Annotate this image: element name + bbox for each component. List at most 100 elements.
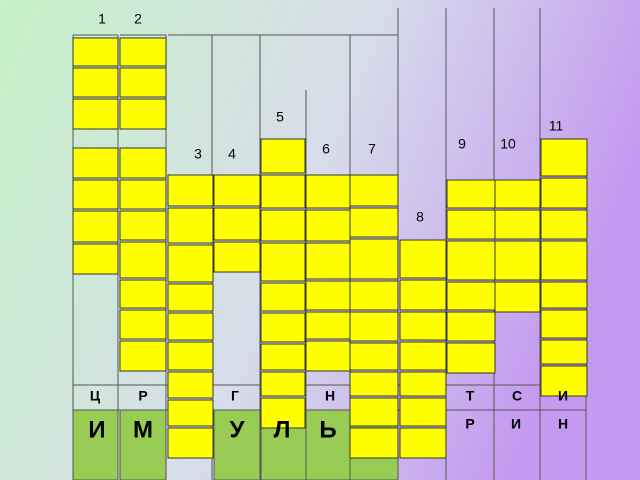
cell — [167, 312, 214, 341]
cell — [167, 244, 214, 283]
row-letter: Р — [465, 416, 474, 432]
cell — [72, 210, 119, 243]
cell — [540, 365, 588, 397]
cell — [540, 281, 588, 309]
cell — [119, 179, 167, 210]
column-number: 4 — [228, 146, 236, 162]
cell — [119, 279, 167, 309]
clue-letter: Ц — [90, 388, 101, 404]
cell — [349, 397, 399, 427]
cell — [446, 209, 496, 240]
cell — [540, 309, 588, 339]
cell — [399, 371, 447, 397]
cell — [213, 174, 261, 207]
cell — [72, 147, 119, 179]
cell — [119, 210, 167, 241]
cell — [260, 174, 306, 209]
cell — [446, 311, 496, 342]
cell — [540, 138, 588, 177]
cell — [349, 280, 399, 311]
cell — [494, 209, 541, 240]
clue-letter: Р — [138, 388, 147, 404]
cell — [305, 174, 351, 209]
answer-letter: М — [133, 416, 153, 443]
cell — [399, 397, 447, 427]
column-number: 2 — [134, 11, 142, 27]
cell — [119, 309, 167, 340]
cell — [213, 207, 261, 241]
cell — [349, 207, 399, 238]
cell — [72, 67, 119, 98]
cell — [494, 281, 541, 313]
cell — [167, 371, 214, 399]
cell — [260, 209, 306, 242]
cell — [305, 242, 351, 280]
clue-letter: И — [558, 388, 568, 404]
cell — [260, 242, 306, 282]
cell — [305, 209, 351, 242]
column-number: 7 — [368, 141, 376, 157]
cell — [305, 280, 351, 311]
column-number: 6 — [322, 141, 330, 157]
cell — [305, 311, 351, 340]
cell — [399, 427, 447, 459]
cell — [349, 174, 399, 207]
answer-letter: Л — [274, 416, 291, 443]
cell — [349, 311, 399, 342]
cell — [167, 207, 214, 244]
cell — [540, 240, 588, 281]
cell — [494, 240, 541, 281]
cell — [446, 240, 496, 281]
cell — [260, 397, 306, 429]
cell — [119, 98, 167, 130]
cell — [446, 281, 496, 311]
clue-letter: Т — [466, 388, 475, 404]
cell — [72, 98, 119, 130]
cell — [349, 371, 399, 397]
cell — [540, 339, 588, 365]
cell — [540, 209, 588, 240]
cell — [72, 179, 119, 210]
cell — [399, 311, 447, 341]
cell — [540, 177, 588, 209]
cell — [349, 427, 399, 459]
cell — [167, 341, 214, 371]
cell — [167, 399, 214, 427]
cell — [446, 342, 496, 374]
cell — [399, 279, 447, 311]
cell — [119, 241, 167, 279]
row-letter: Н — [558, 416, 568, 432]
cell — [167, 283, 214, 312]
column-number: 8 — [416, 209, 424, 225]
column-number: 10 — [500, 136, 516, 152]
clue-letter: Г — [231, 388, 239, 404]
cell — [305, 340, 351, 372]
answer-letter: И — [88, 416, 105, 443]
cell — [349, 342, 399, 371]
column-number: 3 — [194, 146, 202, 162]
cell — [119, 340, 167, 372]
cells — [72, 37, 588, 459]
cell — [119, 147, 167, 179]
cell — [260, 282, 306, 312]
cell — [213, 241, 261, 273]
column-number: 9 — [458, 136, 466, 152]
column-number: 11 — [549, 118, 564, 134]
cell — [260, 138, 306, 174]
answer-letter: У — [230, 416, 246, 443]
cell — [349, 238, 399, 280]
column-number: 1 — [98, 11, 106, 27]
cell — [119, 37, 167, 67]
row-letter: И — [511, 416, 521, 432]
column-number: 5 — [276, 109, 284, 125]
cell — [260, 312, 306, 343]
cell — [260, 371, 306, 397]
cell — [119, 67, 167, 98]
cell — [446, 179, 496, 209]
answer-letter: Ь — [319, 416, 336, 443]
cell — [494, 179, 541, 209]
cell — [399, 239, 447, 279]
cell — [167, 427, 214, 459]
